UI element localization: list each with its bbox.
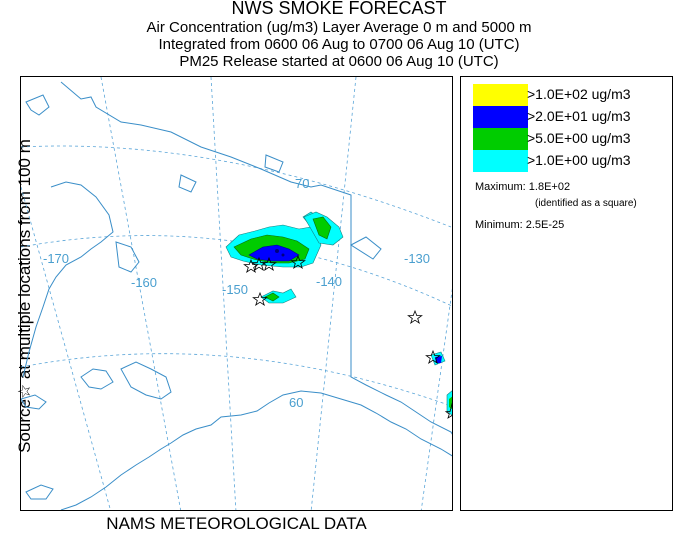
- release-start: PM25 Release started at 0600 06 Aug 10 (…: [179, 53, 499, 70]
- legend-label: >1.0E+00 ug/m3: [527, 152, 631, 168]
- concentration-subtitle: Air Concentration (ug/m3) Layer Average …: [146, 19, 532, 36]
- coastline: [21, 81, 452, 510]
- legend-swatch-cyan: [473, 150, 528, 172]
- legend-item-20: >2.0E+01 ug/m3: [473, 106, 673, 128]
- source-markers: [243, 254, 452, 419]
- legend-panel: >1.0E+02 ug/m3 >2.0E+01 ug/m3 >5.0E+00 u…: [460, 76, 673, 511]
- lat-label-60: 60: [289, 395, 303, 410]
- lon-label-150: -150: [222, 282, 248, 297]
- lon-label-140: -140: [316, 274, 342, 289]
- map-panel[interactable]: -170 -160 -150 -140 -130 70 60: [20, 76, 453, 511]
- legend-swatch-yellow: [473, 84, 528, 106]
- legend-label: >2.0E+01 ug/m3: [527, 108, 631, 124]
- graticule: [21, 77, 452, 510]
- legend-item-100: >1.0E+02 ug/m3: [473, 84, 673, 106]
- alaska-map: -170 -160 -150 -140 -130 70 60: [21, 77, 452, 510]
- source-star-icon: [261, 256, 277, 271]
- lon-label-130: -130: [404, 251, 430, 266]
- met-data-footer: NAMS METEOROLOGICAL DATA: [106, 514, 367, 533]
- maximum-value: Maximum: 1.8E+02: [475, 181, 571, 193]
- lat-label-70: 70: [295, 176, 309, 191]
- smoke-plume: [225, 211, 452, 416]
- legend-label: >1.0E+02 ug/m3: [527, 86, 631, 102]
- legend-swatch-blue: [473, 106, 528, 128]
- lon-label-170: -170: [43, 251, 69, 266]
- legend-item-1: >1.0E+00 ug/m3: [473, 150, 673, 172]
- forecast-title: NWS SMOKE FORECAST: [231, 0, 447, 18]
- source-star-icon: [252, 291, 268, 306]
- source-star-icon: [444, 402, 452, 419]
- legend-item-5: >5.0E+00 ug/m3: [473, 128, 673, 150]
- source-star-icon: [243, 258, 259, 273]
- integration-period: Integrated from 0600 06 Aug to 0700 06 A…: [158, 36, 520, 53]
- legend-label: >5.0E+00 ug/m3: [527, 130, 631, 146]
- source-star-icon: [407, 309, 423, 324]
- lon-label-160: -160: [131, 275, 157, 290]
- minimum-value: Minimum: 2.5E-25: [475, 219, 565, 231]
- maximum-note: (identified as a square): [535, 198, 637, 209]
- source-star-icon: [425, 349, 441, 364]
- legend-swatch-green: [473, 128, 528, 150]
- source-star-icon: [290, 254, 306, 269]
